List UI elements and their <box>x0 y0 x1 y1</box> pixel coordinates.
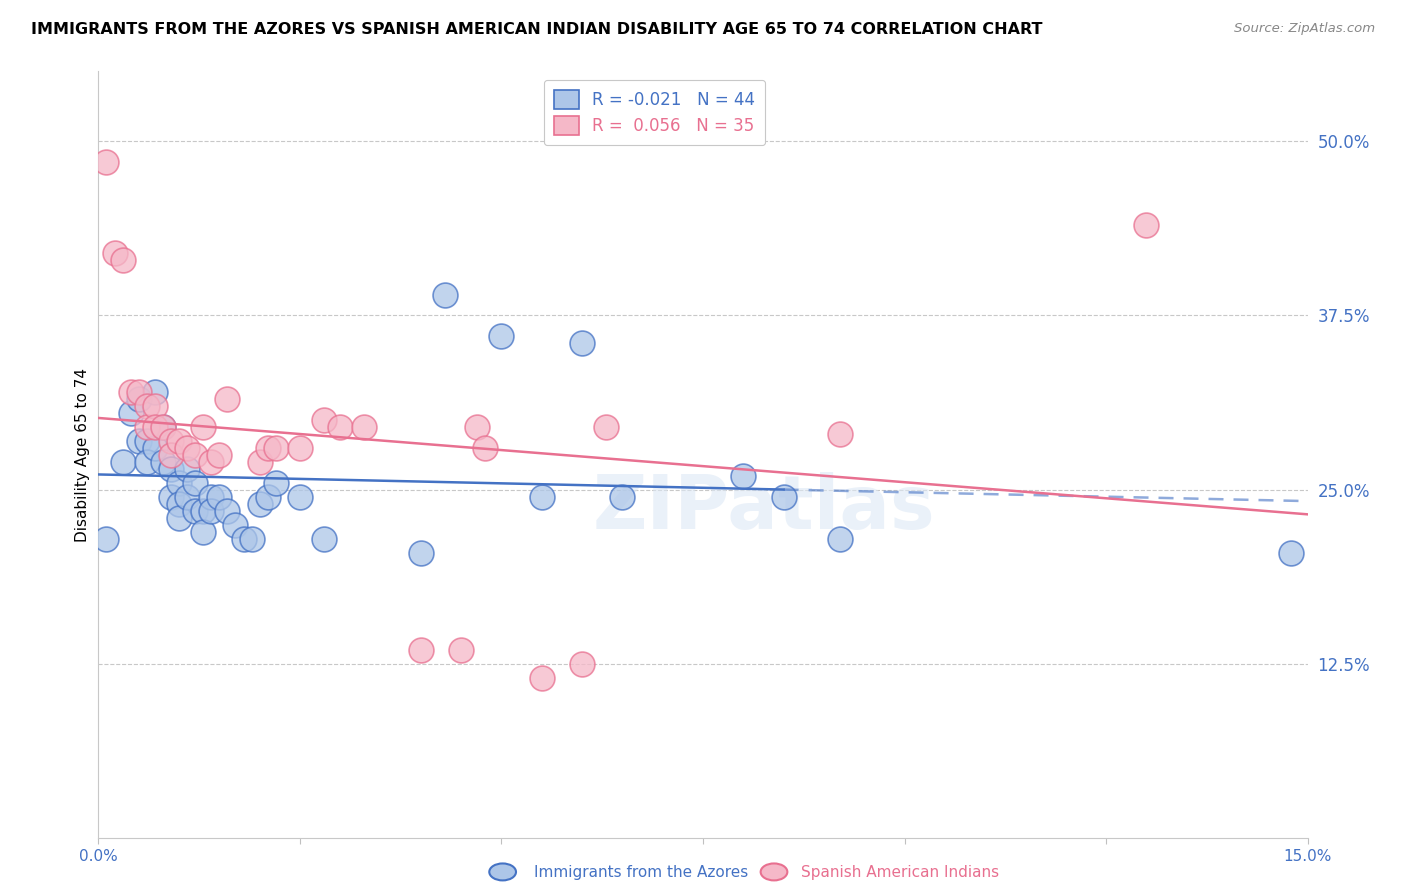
Point <box>193 524 215 539</box>
Point <box>135 399 157 413</box>
Point <box>828 532 851 546</box>
Point <box>160 448 183 462</box>
Point <box>232 532 254 546</box>
Point <box>571 336 593 351</box>
Point <box>143 420 166 434</box>
Legend: R = -0.021   N = 44, R =  0.056   N = 35: R = -0.021 N = 44, R = 0.056 N = 35 <box>544 79 765 145</box>
Point <box>530 671 553 685</box>
Point <box>111 252 134 267</box>
Point <box>217 504 239 518</box>
Point <box>772 490 794 504</box>
Point <box>1281 545 1303 559</box>
Point <box>288 441 311 455</box>
Point <box>152 420 174 434</box>
Point <box>828 427 851 442</box>
Point <box>135 455 157 469</box>
Point <box>120 385 142 400</box>
Point <box>465 420 488 434</box>
Point <box>143 385 166 400</box>
Point <box>208 490 231 504</box>
Point <box>176 462 198 476</box>
Text: ZIPatlas: ZIPatlas <box>592 472 935 545</box>
Point <box>135 420 157 434</box>
Point <box>193 504 215 518</box>
Text: Source: ZipAtlas.com: Source: ZipAtlas.com <box>1234 22 1375 36</box>
Point <box>135 434 157 448</box>
Point <box>474 441 496 455</box>
Point <box>167 434 190 448</box>
Point <box>595 420 617 434</box>
Point <box>434 287 457 301</box>
Point <box>193 420 215 434</box>
Point <box>264 475 287 490</box>
Point <box>256 441 278 455</box>
Point <box>264 441 287 455</box>
Point <box>314 532 336 546</box>
Point <box>128 434 150 448</box>
Point <box>530 490 553 504</box>
Point <box>167 475 190 490</box>
Point <box>160 434 183 448</box>
Text: Spanish American Indians: Spanish American Indians <box>801 865 1000 880</box>
Point <box>160 462 183 476</box>
Point <box>167 497 190 511</box>
Point <box>96 155 118 169</box>
Circle shape <box>489 863 516 880</box>
Point <box>353 420 375 434</box>
Point <box>184 475 207 490</box>
Point <box>409 545 432 559</box>
Point <box>314 413 336 427</box>
Point <box>128 385 150 400</box>
Point <box>200 490 222 504</box>
Point <box>152 420 174 434</box>
Point <box>176 490 198 504</box>
Point <box>160 490 183 504</box>
Point <box>450 643 472 657</box>
Text: Immigrants from the Azores: Immigrants from the Azores <box>534 865 748 880</box>
Point <box>571 657 593 672</box>
Point <box>152 455 174 469</box>
Point <box>224 517 246 532</box>
Point <box>176 441 198 455</box>
Point <box>96 532 118 546</box>
Point <box>143 441 166 455</box>
Point <box>249 455 271 469</box>
Point <box>167 510 190 524</box>
Y-axis label: Disability Age 65 to 74: Disability Age 65 to 74 <box>75 368 90 542</box>
Text: IMMIGRANTS FROM THE AZORES VS SPANISH AMERICAN INDIAN DISABILITY AGE 65 TO 74 CO: IMMIGRANTS FROM THE AZORES VS SPANISH AM… <box>31 22 1042 37</box>
Point <box>200 455 222 469</box>
Point <box>329 420 352 434</box>
Point <box>256 490 278 504</box>
Point <box>184 448 207 462</box>
Point <box>184 504 207 518</box>
Point <box>249 497 271 511</box>
Point <box>200 504 222 518</box>
Point <box>103 245 125 260</box>
Point <box>208 448 231 462</box>
Point <box>491 329 513 343</box>
Circle shape <box>761 863 787 880</box>
Point <box>120 406 142 420</box>
Point <box>1135 218 1157 232</box>
Point <box>111 455 134 469</box>
Point <box>409 643 432 657</box>
Point <box>288 490 311 504</box>
Point <box>240 532 263 546</box>
Point <box>612 490 634 504</box>
Point <box>217 392 239 406</box>
Point <box>733 468 755 483</box>
Point <box>128 392 150 406</box>
Point <box>143 399 166 413</box>
